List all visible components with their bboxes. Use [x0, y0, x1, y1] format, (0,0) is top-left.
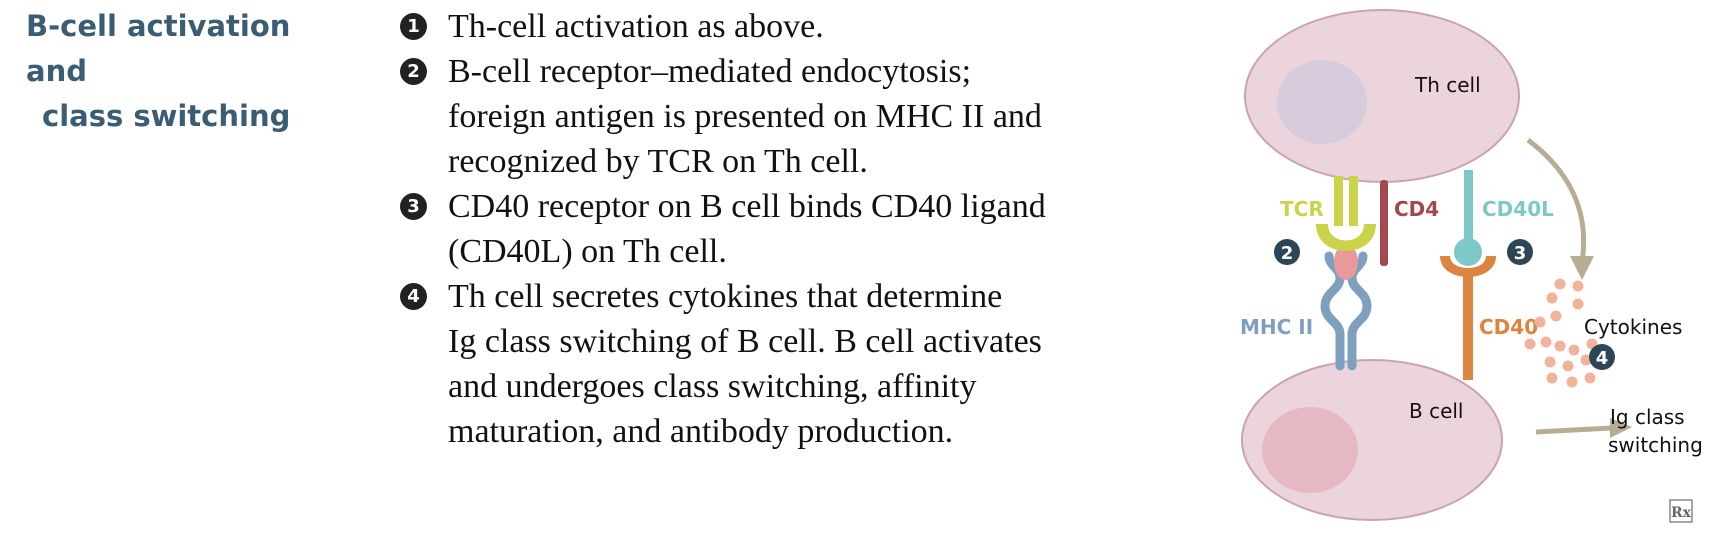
cd40l-ligand [1454, 170, 1482, 266]
cytokine-dot [1566, 376, 1578, 388]
cd40-receptor [1440, 256, 1496, 380]
heading-line-1: B-cell activation and [26, 9, 291, 88]
step-list: 1 Th-cell activation as above. 2 B-cell … [400, 4, 1100, 454]
tcr-receptor [1316, 176, 1376, 251]
cytokine-dot [1568, 344, 1580, 356]
step-2: 2 B-cell receptor–mediated endocytosis; … [400, 49, 1100, 184]
b-cell-label: B cell [1409, 399, 1464, 423]
step-2-line-2: foreign antigen is presented on MHC II a… [448, 98, 1042, 135]
marker-3: 3 [1507, 239, 1533, 265]
marker-4-text: 4 [1596, 348, 1609, 369]
cytokine-dot [1550, 310, 1562, 322]
step-3: 3 CD40 receptor on B cell binds CD40 lig… [400, 184, 1100, 274]
step-2-line-1: B-cell receptor–mediated endocytosis; [448, 53, 972, 90]
section-heading: B-cell activation and class switching [26, 4, 356, 139]
ig-switching-arrow [1535, 425, 1613, 435]
b-cell-activation-diagram: Th cell B cell TCR CD4 CD40L CD40 MHC II… [1240, 9, 1703, 523]
ig-class-label: Ig class [1610, 405, 1685, 429]
step-3-line-2: (CD40L) on Th cell. [448, 233, 727, 270]
cytokine-dot [1572, 280, 1584, 292]
marker-4: 4 [1589, 344, 1615, 370]
rx-logo-icon: Rx [1669, 499, 1693, 523]
ig-arrow-head [1610, 418, 1632, 438]
cytokine-secretion-arrow [1526, 138, 1587, 263]
step-1-line-1: Th-cell activation as above. [448, 8, 824, 45]
step-number-4: 4 [400, 283, 427, 310]
cd4-label: CD4 [1394, 197, 1439, 221]
cytokine-dots [1524, 278, 1608, 388]
cytokine-arrow-head [1570, 256, 1594, 280]
step-2-line-3: recognized by TCR on Th cell. [448, 143, 868, 180]
ig-switching-label: switching [1608, 433, 1703, 457]
cd4-coreceptor [1380, 180, 1388, 266]
step-4-line-1: Th cell secretes cytokines that determin… [448, 278, 1003, 315]
step-4: 4 Th cell secretes cytokines that determ… [400, 274, 1100, 454]
cytokine-dot [1580, 354, 1592, 366]
mhc2-label: MHC II [1240, 315, 1313, 339]
step-4-line-4: maturation, and antibody production. [448, 413, 954, 450]
step-number-3: 3 [400, 193, 427, 220]
cd40-label: CD40 [1479, 315, 1538, 339]
step-4-line-2: Ig class switching of B cell. B cell act… [448, 323, 1042, 360]
th-cell-nucleus [1277, 60, 1367, 144]
rx-logo-text: Rx [1671, 505, 1692, 521]
step-3-line-1: CD40 receptor on B cell binds CD40 ligan… [448, 188, 1046, 225]
marker-2: 2 [1274, 239, 1300, 265]
cytokine-dot [1524, 338, 1536, 350]
heading-line-2: class switching [42, 99, 291, 133]
cytokine-dot [1540, 336, 1552, 348]
step-4-line-3: and undergoes class switching, affinity [448, 368, 977, 405]
cytokine-dot [1544, 356, 1556, 368]
cytokine-dot [1572, 298, 1584, 310]
marker-2-text: 2 [1281, 243, 1294, 264]
cd40l-label: CD40L [1482, 197, 1554, 221]
step-1: 1 Th-cell activation as above. [400, 4, 1100, 49]
marker-3-text: 3 [1514, 243, 1527, 264]
cytokine-dot [1534, 316, 1546, 328]
cytokine-dot [1546, 372, 1558, 384]
cytokine-dot [1554, 278, 1566, 290]
tcr-label: TCR [1280, 197, 1324, 221]
cytokines-label: Cytokines [1584, 315, 1682, 339]
step-number-1: 1 [400, 13, 427, 40]
foreign-antigen [1334, 244, 1358, 280]
step-number-2: 2 [400, 58, 427, 85]
b-cell-nucleus [1262, 407, 1358, 493]
th-cell-label: Th cell [1414, 73, 1481, 97]
cytokine-dot [1584, 372, 1596, 384]
cytokine-dot [1562, 360, 1574, 372]
cytokine-dot [1546, 292, 1558, 304]
cytokine-dot [1554, 340, 1566, 352]
